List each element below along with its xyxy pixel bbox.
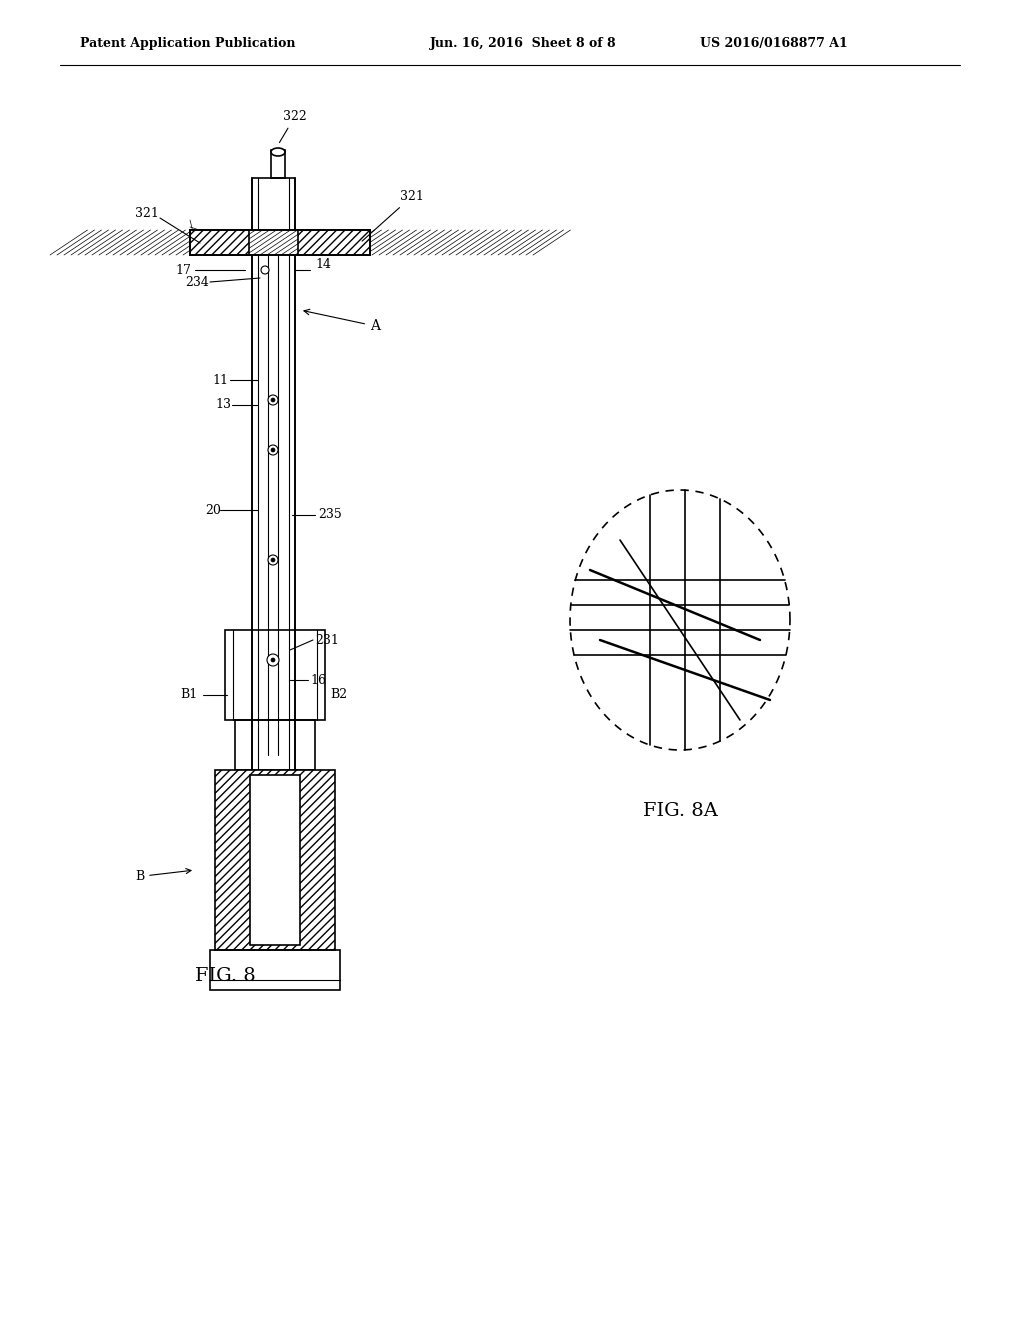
Circle shape [271,657,275,663]
Bar [210,950,340,990]
Ellipse shape [271,148,285,156]
Text: Patent Application Publication: Patent Application Publication [80,37,296,50]
Text: Jun. 16, 2016  Sheet 8 of 8: Jun. 16, 2016 Sheet 8 of 8 [430,37,616,50]
Bar [252,178,295,775]
Text: B1: B1 [180,689,198,701]
Text: 235: 235 [318,508,342,521]
Text: US 2016/0168877 A1: US 2016/0168877 A1 [700,37,848,50]
Text: A: A [304,309,380,333]
Circle shape [268,554,278,565]
Circle shape [268,395,278,405]
Bar [225,630,325,719]
Circle shape [271,447,275,451]
Bar [271,150,285,178]
Text: FIG. 8: FIG. 8 [195,968,255,985]
Bar [190,230,370,255]
Text: 321: 321 [362,190,424,242]
Text: 14: 14 [315,259,331,272]
Text: 17: 17 [175,264,190,276]
Circle shape [268,445,278,455]
Circle shape [261,267,269,275]
Text: 322: 322 [280,110,307,143]
Bar [298,230,370,255]
Text: 234: 234 [185,276,209,289]
Circle shape [271,558,275,562]
Text: 321: 321 [135,207,159,220]
Text: FIG. 8A: FIG. 8A [643,803,718,820]
Bar [190,230,249,255]
Bar [215,770,335,950]
Text: 231: 231 [315,634,339,647]
Bar [234,719,315,770]
Circle shape [271,399,275,403]
Text: 13: 13 [215,399,231,412]
Text: 20: 20 [205,503,221,516]
Bar [190,230,370,255]
Circle shape [267,653,279,667]
Text: 16: 16 [310,673,326,686]
Text: 11: 11 [212,374,228,387]
Text: B: B [135,869,191,883]
Text: B2: B2 [330,689,347,701]
Bar [250,775,300,945]
